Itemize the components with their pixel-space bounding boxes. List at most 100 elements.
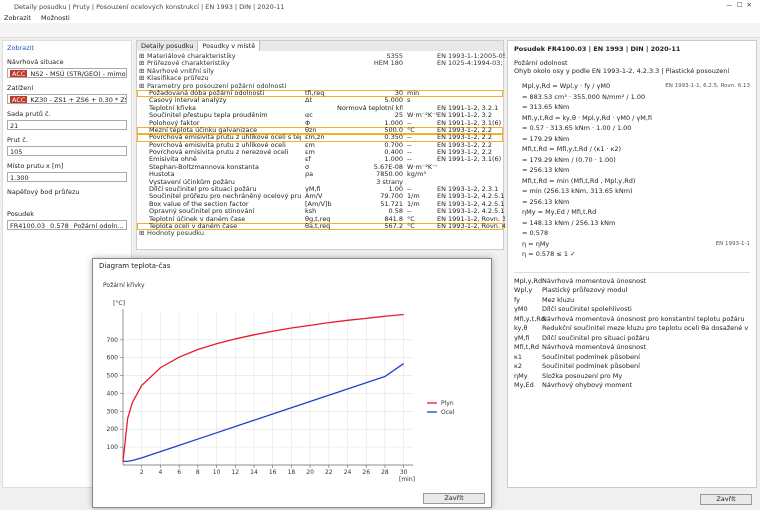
cell-unit: -- bbox=[407, 141, 412, 149]
cell-ref: EN 1993-1-2, 2.2 bbox=[437, 126, 493, 134]
field-label: Posudek bbox=[7, 210, 35, 218]
cell-ref: EN 1993-1-1:2005-05 bbox=[437, 53, 505, 60]
table-row: ⊞ Materiálové charakteristiky S355 EN 1993-… bbox=[137, 53, 505, 60]
expander: ⊞ bbox=[139, 82, 145, 90]
formula-line: = 256.13 kNm bbox=[514, 165, 750, 176]
check-id: FR4100.03 bbox=[10, 222, 46, 230]
symbol-desc: Součinitel podmínek působení bbox=[542, 362, 640, 370]
close-button[interactable]: Zavřít bbox=[700, 494, 752, 505]
symbol-desc: Dílčí součinitel pro situaci požáru bbox=[542, 333, 650, 342]
symbol-row: Wpl,y Plastický průřezový modul bbox=[514, 286, 750, 296]
formulas: Mpl,y,Rd = Wpl,y · fy / γM0 EN 1993-1-1, … bbox=[514, 81, 750, 260]
tab[interactable]: Posudky v místě bbox=[198, 41, 261, 51]
menu-item[interactable]: Možnosti bbox=[40, 14, 70, 22]
cell-value: 1.000 bbox=[384, 119, 403, 127]
title-bar: Detaily posudku | Pruty | Posouzení ocel… bbox=[0, 0, 760, 13]
field-label: Zatížení bbox=[7, 84, 34, 92]
cell-unit: -- bbox=[407, 119, 412, 127]
menu-bar: Zobrazit Možnosti bbox=[0, 13, 760, 23]
window-controls[interactable]: — ☐ ✕ bbox=[725, 1, 752, 9]
cell-ref: EN 1991-1-2, 3.2 bbox=[437, 112, 493, 120]
cell-value: 0.400 bbox=[384, 149, 403, 157]
field-value[interactable]: ACC KZ30 - ZS1 + ZS6 + 0.30 * ZS2 bbox=[7, 94, 127, 104]
field-value[interactable]: 21 bbox=[7, 120, 127, 130]
x-tick-label: 12 bbox=[231, 469, 239, 476]
cell-label: Box value of the section factor bbox=[149, 200, 249, 208]
table-row: Časový interval analýzy Δt 5.000 s bbox=[137, 97, 503, 104]
symbol-desc: Součinitel podmínek působení bbox=[542, 352, 640, 361]
table-row: Požadovaná doba požární odolnosti tfi,req… bbox=[137, 89, 503, 98]
field-value[interactable]: 1.300 bbox=[7, 172, 127, 182]
expander: ⊞ bbox=[139, 230, 145, 238]
value: NS2 - MSÚ (STR/GEO) - mimořá... bbox=[30, 70, 126, 78]
field-label: Sada prutů č. bbox=[7, 110, 51, 118]
formula: = 179.29 kNm / (0.70 · 1.00) bbox=[522, 155, 616, 164]
toolbar bbox=[0, 23, 760, 38]
formula: η = 0.578 ≤ 1 ✓ bbox=[522, 250, 576, 258]
symbol: ηMy bbox=[514, 371, 528, 380]
symbol-desc: Plastický průřezový modul bbox=[542, 286, 628, 294]
cell-label: Hodnoty posudku bbox=[147, 230, 204, 238]
cell-symbol: ρa bbox=[305, 171, 314, 179]
symbol-row: ηMy Složka posouzení pro My bbox=[514, 372, 750, 382]
cell-label: Teplotní účinek v daném čase bbox=[149, 215, 246, 223]
chart-title: Požární křivky bbox=[103, 282, 145, 289]
field-label: Návrhová situace bbox=[7, 58, 64, 66]
table-row: Povrchová emisivita prutu z uhlíkové oce… bbox=[137, 134, 503, 142]
table-row: ⊞ Hodnoty posudku bbox=[137, 230, 503, 237]
table-row: ⊞ Klasifikace průřezu bbox=[137, 75, 503, 82]
menu-item[interactable]: Zobrazit bbox=[4, 14, 31, 22]
cell-ref: EN 1993-1-2, 2.2 bbox=[437, 141, 493, 149]
tag: ACC bbox=[10, 96, 28, 104]
cell-label: Polohový faktor bbox=[149, 119, 200, 127]
cell-value: 25 bbox=[394, 112, 403, 120]
table-row: ⊞ Průřezové charakteristiky HEM 180 EN 1025… bbox=[137, 60, 505, 67]
formula-line: = 0.57 · 313.65 kNm · 1.00 / 1.00 bbox=[514, 123, 750, 134]
x-tick-label: 2 bbox=[140, 469, 144, 476]
cell-value: 0.700 bbox=[384, 141, 403, 149]
formula-line: η = 0.578 ≤ 1 ✓ bbox=[514, 249, 750, 260]
dialog-close-button[interactable]: Zavřít bbox=[423, 493, 485, 504]
cell-symbol: tfi,req bbox=[305, 89, 325, 97]
cell-ref: EN 1993-1-2, 4.2.5.1(2) bbox=[437, 208, 505, 216]
chart: Požární křivky [°C] [min] 100 200 300 400 500 60… bbox=[103, 282, 455, 483]
cell-symbol: θzn bbox=[305, 126, 317, 134]
cell-label: Mezní teplota účinku galvanizace bbox=[149, 126, 258, 134]
tab[interactable]: Detaily posudku bbox=[137, 41, 199, 51]
formula: = 0.578 bbox=[522, 229, 549, 237]
table-row: Emisivita ohně εf 1.000 -- EN 1991-1-2, 3.1(… bbox=[137, 156, 503, 163]
cell-ref: EN 1991-1-2, 3.1(6) bbox=[437, 119, 502, 127]
x-axis-label: [min] bbox=[399, 476, 415, 483]
cell-unit: °C bbox=[407, 222, 415, 230]
table-row: Povrchová emisivita prutu z uhlíkové oce… bbox=[137, 142, 503, 149]
value: 1.300 bbox=[10, 174, 29, 182]
check-desc: Ohyb okolo osy y podle EN 1993-1-2, 4.2.… bbox=[514, 67, 730, 75]
cell-unit: -- bbox=[407, 156, 412, 164]
x-tick-label: 8 bbox=[196, 469, 200, 476]
cell-label: Teplota oceli v daném čase bbox=[149, 222, 238, 230]
value: 21 bbox=[10, 122, 19, 130]
cell-label: Opravný součinitel pro stínování bbox=[149, 208, 255, 216]
cell-value: 7850.00 bbox=[376, 171, 403, 179]
cell-symbol: εm bbox=[305, 149, 315, 157]
cell-label: Dílčí součinitel pro situaci požáru bbox=[149, 186, 257, 194]
field-value[interactable]: 105 bbox=[7, 146, 127, 156]
field-label: Napěťový bod průřezu bbox=[7, 188, 80, 196]
check-desc: Požární odoln... bbox=[73, 222, 124, 230]
check-subtitle: Požární odolnost bbox=[514, 59, 568, 67]
dialog-title: Diagram teplota-čas bbox=[99, 262, 171, 270]
cell-unit: W·m⁻²K⁻⁴ bbox=[407, 163, 437, 171]
x-tick-label: 26 bbox=[362, 469, 370, 476]
details-table: Detaily posudku Posudky v místě ⊞ Materiálo… bbox=[136, 40, 505, 250]
formula-line: = 313.65 kNm bbox=[514, 102, 750, 113]
table-row: Stephan-Boltzmannova konstanta σ 5.67E-08 W… bbox=[137, 164, 503, 171]
cell-value: 1.000 bbox=[384, 156, 403, 164]
cell-label: Klasifikace průřezu bbox=[147, 75, 209, 83]
table-row: Teplotní účinek v daném čase θg,t,req 841.… bbox=[137, 215, 505, 223]
cell-value: 500.0 bbox=[384, 126, 403, 134]
x-tick-label: 10 bbox=[213, 469, 221, 476]
formula: = min (256.13 kNm, 313.65 kNm) bbox=[522, 187, 633, 195]
cell-label: Požadovaná doba požární odolnosti bbox=[149, 89, 265, 97]
dialog: Diagram teplota-čas Požární křivky [°C] [m… bbox=[92, 258, 492, 508]
